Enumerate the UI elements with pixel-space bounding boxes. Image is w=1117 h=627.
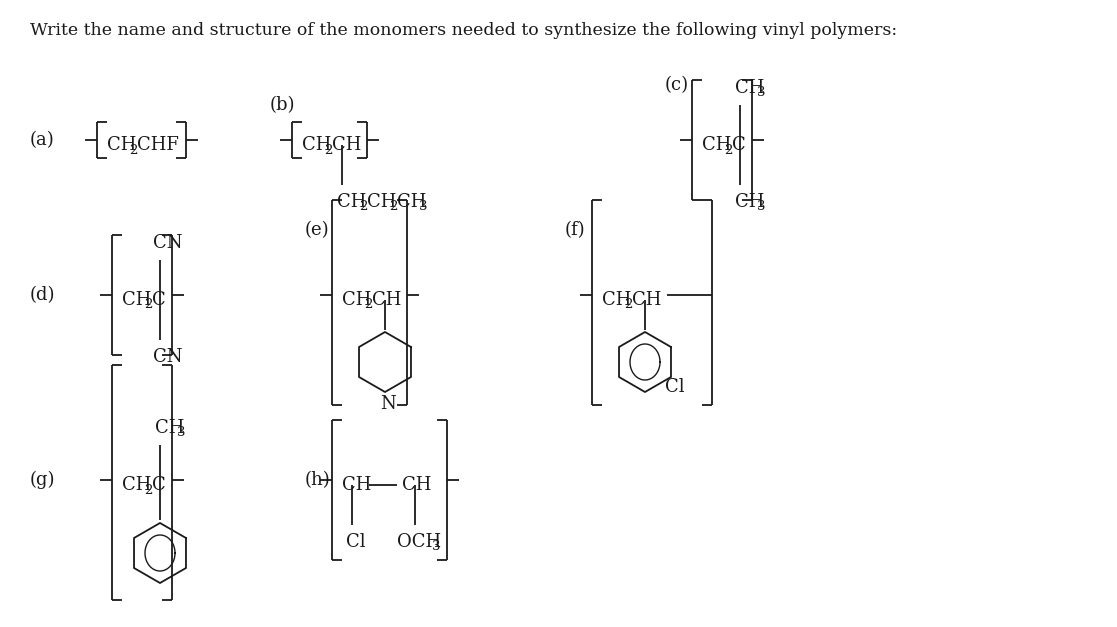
Text: C: C: [732, 136, 746, 154]
Text: C: C: [152, 476, 165, 494]
Text: Write the name and structure of the monomers needed to synthesize the following : Write the name and structure of the mono…: [30, 22, 897, 39]
Text: N: N: [380, 395, 395, 413]
Text: CN: CN: [153, 348, 182, 366]
Text: 3: 3: [176, 426, 185, 440]
Text: 3: 3: [757, 201, 765, 214]
Text: CH: CH: [155, 419, 184, 437]
Text: OCH: OCH: [397, 533, 441, 551]
Text: CH: CH: [302, 136, 332, 154]
Text: 2: 2: [128, 144, 137, 157]
Text: C: C: [152, 291, 165, 309]
Text: 3: 3: [419, 201, 428, 214]
Text: (f): (f): [565, 221, 585, 239]
Text: 2: 2: [624, 298, 632, 312]
Text: 2: 2: [324, 144, 333, 157]
Text: (d): (d): [30, 286, 56, 304]
Text: CH: CH: [342, 291, 371, 309]
Text: CH: CH: [402, 476, 431, 494]
Text: CH: CH: [122, 291, 152, 309]
Text: CH: CH: [632, 291, 661, 309]
Text: Cl: Cl: [665, 378, 685, 396]
Text: CH: CH: [701, 136, 732, 154]
Text: 2: 2: [389, 201, 398, 214]
Text: (c): (c): [665, 76, 689, 94]
Text: 3: 3: [432, 540, 440, 554]
Text: (b): (b): [270, 96, 296, 114]
Text: CH: CH: [367, 193, 397, 211]
Text: CN: CN: [153, 234, 182, 252]
Text: 2: 2: [364, 298, 372, 312]
Text: CH: CH: [602, 291, 631, 309]
Text: CH: CH: [122, 476, 152, 494]
Text: CH: CH: [372, 291, 401, 309]
Text: 2: 2: [359, 201, 367, 214]
Text: 2: 2: [144, 483, 152, 497]
Text: 3: 3: [757, 87, 765, 100]
Text: (e): (e): [305, 221, 330, 239]
Text: CH: CH: [337, 193, 366, 211]
Text: CH: CH: [332, 136, 362, 154]
Text: CH: CH: [397, 193, 427, 211]
Text: (h): (h): [305, 471, 331, 489]
Text: 2: 2: [144, 298, 152, 312]
Text: CH: CH: [735, 79, 764, 97]
Text: (a): (a): [30, 131, 55, 149]
Text: CH: CH: [342, 476, 371, 494]
Text: CH: CH: [107, 136, 136, 154]
Text: CHF: CHF: [137, 136, 179, 154]
Text: CH: CH: [735, 193, 764, 211]
Text: 2: 2: [724, 144, 733, 157]
Text: (g): (g): [30, 471, 56, 489]
Text: Cl: Cl: [346, 533, 365, 551]
